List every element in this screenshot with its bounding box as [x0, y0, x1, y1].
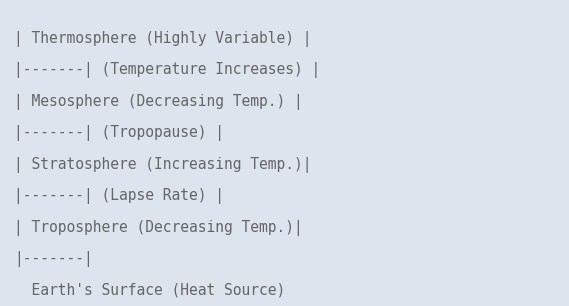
Text: |-------| (Lapse Rate) |: |-------| (Lapse Rate) | — [14, 188, 224, 204]
Text: |-------| (Temperature Increases) |: |-------| (Temperature Increases) | — [14, 62, 320, 78]
Text: | Troposphere (Decreasing Temp.)|: | Troposphere (Decreasing Temp.)| — [14, 220, 303, 236]
Text: |-------| (Tropopause) |: |-------| (Tropopause) | — [14, 125, 224, 141]
Text: |-------|: |-------| — [14, 251, 93, 267]
Text: | Thermosphere (Highly Variable) |: | Thermosphere (Highly Variable) | — [14, 31, 312, 47]
Text: | Mesosphere (Decreasing Temp.) |: | Mesosphere (Decreasing Temp.) | — [14, 94, 303, 110]
Text: Earth's Surface (Heat Source): Earth's Surface (Heat Source) — [14, 283, 286, 298]
Text: | Stratosphere (Increasing Temp.)|: | Stratosphere (Increasing Temp.)| — [14, 157, 312, 173]
